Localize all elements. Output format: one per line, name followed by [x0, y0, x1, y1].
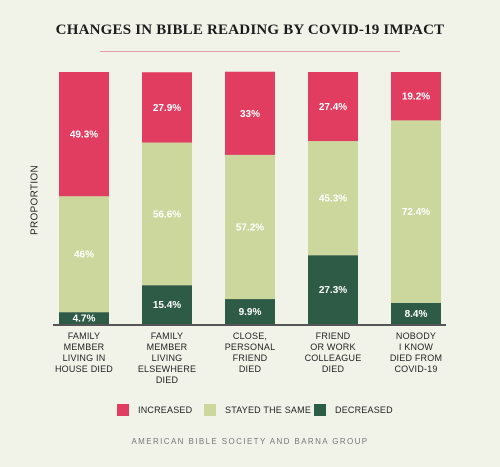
category-label-5: NOBODY I KNOW DIED FROM COVID-19	[389, 331, 443, 374]
bar-segment-increased-5	[391, 72, 441, 121]
bar-segment-increased-3	[225, 71, 275, 155]
bar-segment-decreased-4	[308, 255, 358, 324]
legend-swatch-stayed	[204, 404, 216, 416]
legend-item-increased: INCREASED	[117, 403, 192, 417]
data-label-decreased-1: 4.7%	[73, 314, 96, 325]
bar-segment-stayed-2	[142, 142, 192, 286]
legend-item-decreased: DECREASED	[314, 403, 393, 417]
category-label-4: FRIEND OR WORK COLLEAGUE DIED	[304, 331, 362, 374]
legend-label-increased: INCREASED	[138, 405, 193, 415]
bar-segment-increased-4	[308, 72, 358, 142]
source-credit: AMERICAN BIBLE SOCIETY AND BARNA GROUP	[131, 437, 369, 446]
bar-segment-stayed-4	[308, 141, 358, 256]
category-label-1: FAMILY MEMBER LIVING IN HOUSE DIED	[54, 331, 113, 374]
data-label-increased-1: 49.3%	[70, 130, 98, 141]
data-label-stayed-1: 46%	[74, 250, 94, 261]
legend-swatch-increased	[117, 404, 129, 416]
category-label-3: CLOSE, PERSONAL FRIEND DIED	[224, 331, 276, 374]
y-axis-label: PROPORTION	[29, 164, 41, 236]
legend: INCREASED STAYED THE SAME DECREASED	[0, 403, 500, 417]
bar-segment-decreased-5	[391, 302, 441, 324]
data-label-stayed-5: 72.4%	[402, 207, 430, 218]
data-label-stayed-2: 56.6%	[153, 209, 181, 220]
chart-title: CHANGES IN BIBLE READING BY COVID-19 IMP…	[55, 22, 445, 38]
legend-swatch-decreased	[314, 404, 326, 416]
data-label-stayed-3: 57.2%	[236, 222, 264, 233]
data-label-increased-4: 27.4%	[319, 102, 347, 113]
bar-segment-stayed-3	[225, 154, 275, 300]
bar-segment-stayed-1	[59, 196, 109, 313]
bar-segment-decreased-1	[59, 312, 109, 324]
category-label-2: FAMILY MEMBER LIVING ELSEWHERE DIED	[137, 331, 197, 385]
legend-item-stayed: STAYED THE SAME	[204, 403, 311, 417]
data-label-decreased-3: 9.9%	[239, 307, 262, 318]
bar-segment-increased-1	[59, 72, 109, 197]
bar-segment-stayed-5	[391, 120, 441, 303]
data-label-increased-2: 27.9%	[153, 103, 181, 114]
data-label-increased-3: 33%	[240, 109, 260, 120]
bar-segment-increased-2	[142, 72, 192, 143]
legend-label-stayed: STAYED THE SAME	[225, 405, 312, 415]
data-label-stayed-4: 45.3%	[319, 194, 347, 205]
legend-label-decreased: DECREASED	[335, 405, 393, 415]
data-label-decreased-2: 15.4%	[153, 300, 181, 311]
bar-segment-decreased-2	[142, 285, 192, 324]
data-label-decreased-4: 27.3%	[319, 285, 347, 296]
data-label-increased-5: 19.2%	[402, 92, 430, 103]
data-label-decreased-5: 8.4%	[405, 309, 428, 320]
bar-segment-decreased-3	[225, 299, 275, 324]
title-divider	[100, 51, 400, 52]
